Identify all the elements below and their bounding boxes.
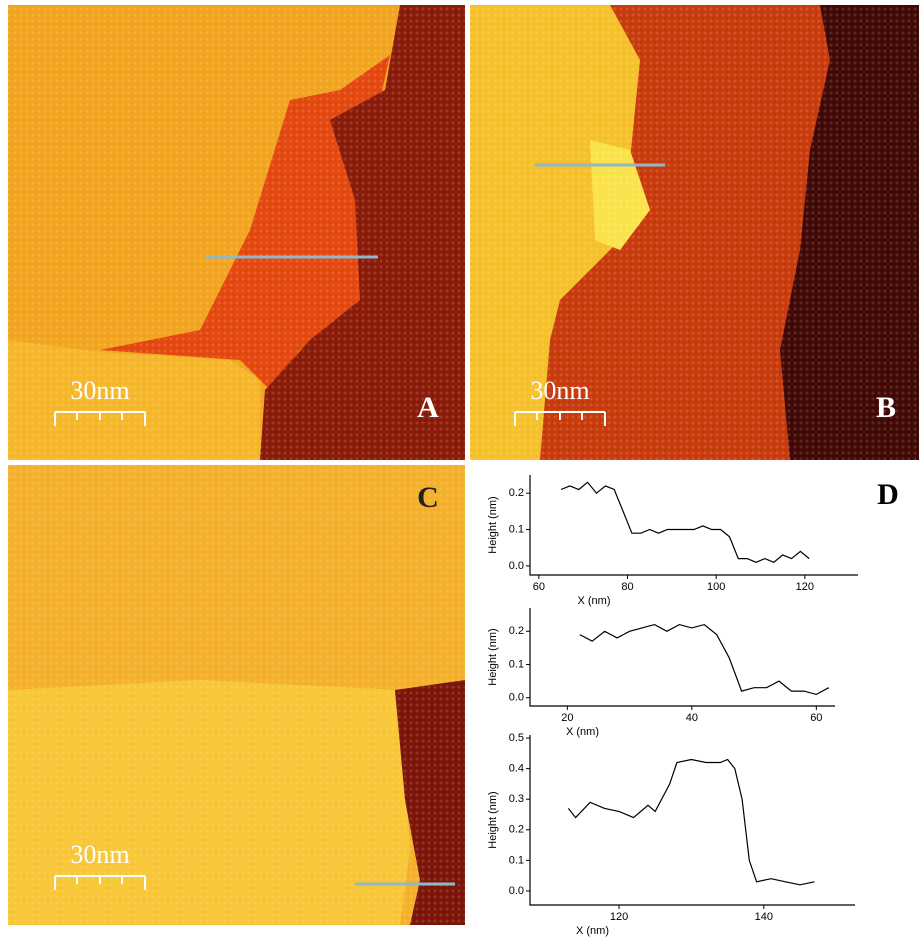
stm-image-a: 30nm A	[8, 5, 465, 460]
x-tick-label: 80	[621, 581, 633, 593]
y-tick-label: 0.2	[509, 625, 524, 637]
x-tick-label: 120	[610, 911, 628, 923]
x-tick-label: 100	[707, 581, 725, 593]
y-tick-label: 0.5	[509, 732, 524, 744]
x-tick-label: 60	[810, 712, 822, 724]
profile-line	[567, 758, 815, 886]
panel-label: B	[876, 391, 896, 424]
stm-image-c: 30nm C	[8, 465, 465, 925]
y-tick-label: 0.0	[509, 692, 524, 704]
axis-frame	[529, 735, 855, 906]
axis-frame	[529, 608, 835, 707]
x-tick-label: 60	[533, 581, 545, 593]
panel-label: C	[417, 481, 439, 514]
y-tick-label: 0.1	[509, 854, 524, 866]
y-tick-label: 0.4	[509, 763, 524, 775]
y-tick-label: 0.2	[509, 487, 524, 499]
x-axis-label: X (nm)	[576, 925, 609, 937]
x-tick-label: 20	[561, 712, 573, 724]
axis-frame	[529, 475, 858, 576]
y-tick-label: 0.3	[509, 793, 524, 805]
scale-label: 30nm	[70, 376, 129, 405]
y-tick-label: 0.0	[509, 560, 524, 572]
stm-image-b: 30nm B	[470, 5, 919, 460]
x-axis-label: X (nm)	[566, 726, 599, 738]
profile-line	[579, 623, 830, 696]
panel-label: D	[877, 478, 899, 511]
scale-label: 30nm	[70, 840, 129, 869]
x-tick-label: 120	[796, 581, 814, 593]
profile-line	[560, 481, 810, 563]
x-axis-label: X (nm)	[578, 595, 611, 607]
y-tick-label: 0.1	[509, 523, 524, 535]
x-tick-label: 40	[686, 712, 698, 724]
scale-label: 30nm	[530, 376, 589, 405]
y-tick-label: 0.2	[509, 824, 524, 836]
panel-label: A	[417, 391, 439, 424]
y-axis-label: Height (nm)	[487, 496, 499, 553]
y-tick-label: 0.1	[509, 658, 524, 670]
x-tick-label: 140	[755, 911, 773, 923]
y-axis-label: Height (nm)	[487, 791, 499, 848]
y-axis-label: Height (nm)	[487, 628, 499, 685]
y-tick-label: 0.0	[509, 885, 524, 897]
